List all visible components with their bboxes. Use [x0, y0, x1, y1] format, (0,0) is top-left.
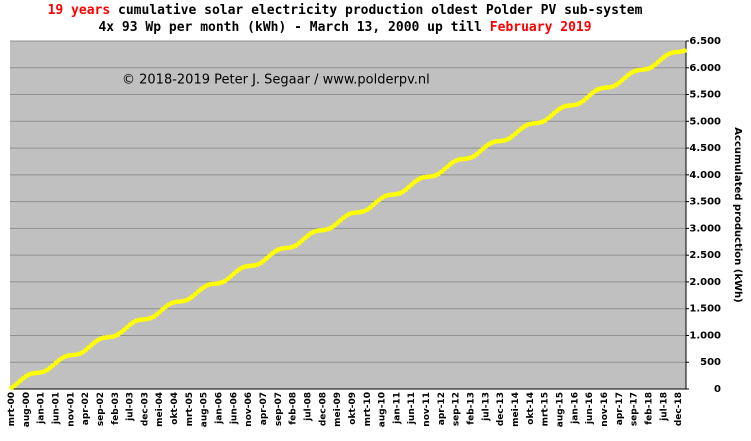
x-tick-label: nov-01 [66, 392, 76, 427]
x-tick-label: jan-11 [392, 392, 402, 425]
x-tick-label: dec-13 [496, 392, 506, 426]
x-tick-label: jun-01 [51, 392, 61, 425]
x-tick-label: jul-13 [481, 392, 491, 422]
x-tick-label: jun-06 [229, 392, 239, 425]
y-tick-label: 0 [714, 384, 721, 395]
x-tick-label: mei-04 [155, 392, 165, 427]
y-tick-label: 5.500 [689, 90, 721, 101]
x-tick-label: sep-02 [96, 392, 106, 426]
x-tick-label: jul-08 [303, 392, 313, 422]
x-tick-label: feb-08 [289, 392, 299, 425]
title-text: cumulative solar electricity production … [110, 3, 642, 18]
annotation: © 2018-2019 Peter J. Segaar / www.polder… [122, 73, 430, 88]
x-tick-label: nov-06 [244, 392, 254, 427]
x-tick-label: jan-06 [215, 392, 225, 425]
y-tick-label: 3.000 [689, 223, 721, 234]
x-tick-label: nov-16 [600, 392, 610, 427]
x-tick-label: dec-18 [674, 392, 684, 426]
x-tick-label: feb-13 [467, 392, 477, 425]
y-tick-label: 2.000 [689, 277, 721, 288]
y-tick-label: 1.500 [689, 304, 721, 315]
y-tick-label: 6.000 [689, 63, 721, 74]
x-tick-label: sep-12 [452, 392, 462, 426]
x-tick-label: mrt-15 [541, 392, 551, 426]
x-tick-label: feb-18 [644, 392, 654, 425]
title-highlight: 19 years [48, 3, 111, 18]
x-tick-label: mrt-00 [7, 392, 17, 426]
x-tick-label: apr-12 [437, 392, 447, 425]
x-tick-label: sep-07 [274, 392, 284, 426]
x-tick-label: sep-17 [630, 392, 640, 426]
x-tick-label: okt-09 [348, 392, 358, 425]
y-tick-label: 6.500 [689, 36, 721, 47]
x-tick-label: mrt-10 [363, 392, 373, 426]
subtitle-highlight: February 2019 [490, 20, 592, 35]
x-tick-label: jan-01 [37, 392, 47, 425]
x-tick-label: okt-14 [526, 392, 536, 425]
y-tick-label: 2.500 [689, 250, 721, 261]
x-tick-label: dec-08 [318, 392, 328, 426]
y-tick-label: 4.000 [689, 170, 721, 181]
y-tick-label: 3.500 [689, 197, 721, 208]
x-tick-label: apr-02 [81, 392, 91, 425]
x-tick-label: feb-03 [111, 392, 121, 425]
subtitle-text: 4x 93 Wp per month (kWh) - March 13, 200… [98, 20, 489, 35]
x-tick-label: aug-00 [22, 392, 32, 427]
x-tick-label: jan-16 [570, 392, 580, 425]
y-tick-label: 500 [700, 357, 721, 368]
y-tick-label: 1.000 [689, 330, 721, 341]
x-tick-label: mei-09 [333, 392, 343, 427]
x-tick-label: apr-17 [615, 392, 625, 425]
x-tick-label: okt-04 [170, 392, 180, 425]
y-tick-label: 5.000 [689, 116, 721, 127]
chart-subtitle: 4x 93 Wp per month (kWh) - March 13, 200… [98, 20, 591, 35]
x-tick-label: jul-03 [126, 392, 136, 422]
x-tick-label: apr-07 [259, 392, 269, 425]
chart-title: 19 years cumulative solar electricity pr… [48, 3, 643, 18]
y-axis-label: Accumulated production (kWh) [732, 127, 743, 302]
x-tick-label: dec-03 [140, 392, 150, 426]
x-tick-label: aug-05 [200, 392, 210, 427]
x-tick-label: aug-10 [378, 392, 388, 427]
data-point [682, 48, 687, 54]
x-tick-label: jun-11 [407, 392, 417, 425]
x-tick-label: mei-14 [511, 392, 521, 427]
x-tick-label: jul-18 [659, 392, 669, 422]
x-tick-label: nov-11 [422, 392, 432, 427]
x-tick-label: mrt-05 [185, 392, 195, 426]
x-tick-label: aug-15 [555, 392, 565, 427]
x-tick-label: jun-16 [585, 392, 595, 425]
y-tick-label: 4.500 [689, 143, 721, 154]
